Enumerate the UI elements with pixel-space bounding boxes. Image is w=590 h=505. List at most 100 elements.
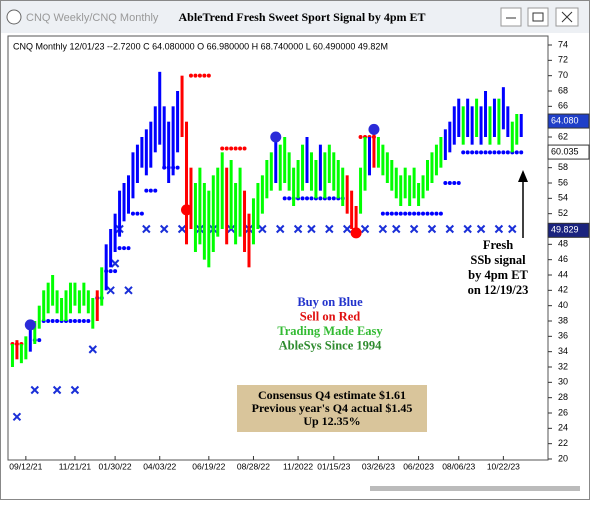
price-bar: [140, 137, 144, 168]
minimize-button[interactable]: [500, 7, 522, 27]
price-bar: [265, 160, 269, 199]
note: Buy on Blue: [297, 295, 363, 309]
y-tick-label: 40: [558, 300, 568, 310]
cross-marker: [177, 224, 187, 234]
x-tick-label: 08/06/23: [442, 461, 475, 471]
stop-dot: [68, 319, 73, 323]
x-tick-label: 08/28/22: [237, 461, 270, 471]
price-bar: [367, 137, 371, 176]
price-bar: [15, 340, 19, 360]
stop-dot: [456, 181, 461, 185]
consensus-box: [237, 385, 427, 432]
price-bar: [283, 137, 287, 183]
stop-dot: [197, 73, 202, 78]
price-bar: [461, 106, 465, 145]
stop-dot: [282, 196, 287, 201]
x-tick-label: 01/15/23: [317, 461, 350, 471]
price-bar: [376, 137, 380, 168]
stop-dot: [407, 211, 412, 216]
price-bar: [323, 152, 327, 199]
maximize-button[interactable]: [527, 7, 549, 27]
price-bar: [363, 137, 367, 191]
x-tick-label: 06/19/22: [192, 461, 225, 471]
note: AbleSys Since 1994: [279, 338, 383, 352]
stop-dot: [519, 150, 524, 155]
x-tick-label: 01/30/22: [99, 461, 132, 471]
y-tick-label: 48: [558, 239, 568, 249]
stop-dot: [492, 150, 497, 155]
price-bar: [519, 114, 523, 137]
price-bar: [274, 137, 278, 183]
y-tick-label: 22: [558, 438, 568, 448]
price-bar: [426, 160, 430, 191]
price-bar: [492, 98, 496, 137]
price-bar: [207, 190, 211, 268]
cross-marker: [30, 385, 39, 395]
stop-dot: [139, 211, 144, 216]
stop-dot: [300, 196, 305, 201]
price-bar: [55, 290, 59, 314]
price-bar: [390, 160, 394, 191]
price-bar: [185, 121, 189, 245]
stop-dot: [113, 269, 118, 274]
price-bar: [452, 106, 456, 145]
y-tick-label: 62: [558, 131, 568, 141]
stop-dot: [135, 211, 140, 216]
stop-dot: [233, 146, 238, 151]
price-bar: [359, 167, 363, 214]
stop-dot: [331, 196, 336, 201]
price-bar: [260, 175, 264, 214]
stop-dot: [77, 319, 82, 323]
price-bar: [341, 167, 345, 206]
stop-dot: [429, 211, 434, 216]
signal-dot: [181, 204, 193, 216]
price-bar: [104, 244, 108, 291]
price-bar: [345, 175, 349, 214]
stop-dot: [447, 181, 452, 185]
stop-dot: [479, 150, 484, 155]
stop-dot: [438, 211, 443, 216]
stop-dot: [380, 211, 385, 216]
stop-dot: [398, 211, 403, 216]
y-tick-label: 32: [558, 361, 568, 371]
price-bar: [292, 167, 296, 206]
stop-dot: [421, 211, 426, 216]
price-bar: [135, 144, 139, 183]
cross-marker: [142, 224, 151, 234]
stop-dot: [394, 211, 399, 216]
stop-dot: [327, 196, 332, 201]
price-bar: [238, 167, 242, 237]
price-bar: [19, 344, 23, 364]
price-bar: [28, 328, 32, 352]
price-tag: [547, 222, 590, 238]
stop-dot: [461, 150, 466, 155]
app-icon[interactable]: [6, 9, 22, 25]
stop-dot: [148, 188, 153, 193]
y-tick-label: 24: [558, 423, 568, 433]
price-bar: [64, 290, 68, 321]
price-bar: [60, 298, 64, 321]
price-bar: [46, 282, 50, 314]
price-bar: [176, 91, 180, 153]
stop-dot: [470, 150, 475, 155]
price-bar: [122, 183, 126, 222]
stop-dot: [452, 181, 457, 185]
cross-marker: [70, 385, 80, 395]
price-bar: [149, 121, 153, 168]
cross-marker: [342, 224, 352, 234]
scrollbar[interactable]: [370, 486, 580, 491]
cross-marker: [476, 224, 486, 234]
window-title: AbleTrend Fresh Sweet Sport Signal by 4p…: [178, 10, 425, 24]
tabs[interactable]: CNQ Weekly/CNQ Monthly: [26, 12, 159, 24]
price-bar: [126, 175, 130, 214]
y-tick-label: 56: [558, 177, 568, 187]
x-tick-label: 11/21/21: [59, 461, 92, 471]
price-bar: [229, 160, 233, 229]
signal-dot: [24, 319, 36, 331]
cross-marker: [276, 224, 285, 234]
price-bar: [412, 167, 416, 199]
price-bar: [309, 152, 313, 191]
stop-dot: [130, 211, 135, 216]
stop-dot: [202, 73, 207, 78]
price-bar: [162, 106, 166, 168]
